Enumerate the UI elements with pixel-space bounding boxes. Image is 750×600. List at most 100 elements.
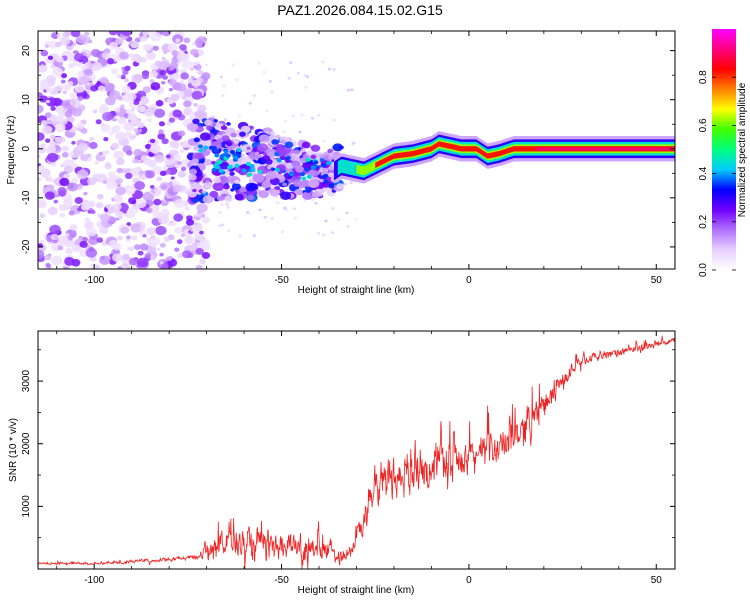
heatmap-cell: [60, 79, 66, 84]
heatmap-cell: [49, 134, 56, 140]
heatmap-cell: [275, 168, 281, 173]
heatmap-cell: [96, 172, 107, 182]
colorbar-gradient: [712, 29, 736, 270]
heatmap-cell: [343, 182, 348, 186]
heatmap-cell: [159, 69, 167, 76]
heatmap-cell: [181, 59, 193, 70]
heatmap-cell: [313, 160, 319, 165]
heatmap-cell: [54, 136, 62, 143]
heatmap-cell: [328, 172, 335, 178]
heatmap-cell: [131, 235, 138, 241]
heatmap-cell: [225, 202, 229, 206]
heatmap-cell: [61, 145, 70, 152]
heatmap-cell: [50, 233, 59, 241]
heatmap-cell: [237, 114, 242, 118]
heatmap-cell: [175, 38, 181, 43]
heatmap-cell: [236, 147, 242, 152]
heatmap-cell: [99, 76, 108, 84]
heatmap-cell: [291, 114, 295, 118]
heatmap-cell: [114, 107, 121, 113]
heatmap-cell: [199, 238, 210, 248]
heatmap-cell: [122, 253, 130, 260]
heatmap-cell: [81, 48, 86, 53]
heatmap-cell: [171, 50, 179, 57]
heatmap-cell: [298, 130, 302, 134]
heatmap-cell: [113, 194, 123, 203]
heatmap-cell: [121, 85, 131, 94]
heatmap-cell: [180, 233, 186, 238]
heatmap-cell: [295, 165, 305, 173]
heatmap-cell: [85, 248, 98, 258]
heatmap-cell: [111, 126, 119, 133]
heatmap-cell: [154, 108, 166, 118]
heatmap-cell: [230, 132, 237, 138]
heatmap-cell: [155, 225, 167, 236]
heatmap-cell: [170, 93, 180, 102]
heatmap-cell: [252, 234, 256, 238]
heatmap-cell: [67, 56, 74, 62]
heatmap-cell: [95, 202, 104, 209]
heatmap-cell: [215, 165, 221, 170]
heatmap-cell: [200, 213, 206, 218]
heatmap-cell: [245, 182, 257, 192]
heatmap-cell: [193, 102, 198, 107]
heatmap-cell: [203, 145, 209, 150]
heatmap-cell: [292, 207, 296, 211]
heatmap-cell: [226, 205, 230, 209]
heatmap-cell: [304, 186, 310, 191]
heatmap-cell: [125, 235, 131, 240]
heatmap-cell: [203, 181, 213, 189]
heatmap-cell: [40, 143, 46, 148]
heatmap-cell: [223, 184, 230, 190]
heatmap-cell: [304, 85, 308, 89]
heatmap-cell: [38, 177, 42, 182]
heatmap-cell: [65, 247, 73, 255]
heatmap-cell: [146, 117, 153, 123]
heatmap-cell: [221, 135, 230, 142]
heatmap-cell: [170, 221, 177, 227]
heatmap-cell: [331, 206, 335, 210]
heatmap-cell: [221, 94, 225, 97]
heatmap-cell: [141, 73, 150, 80]
heatmap-cell: [160, 208, 170, 217]
heatmap-cell: [177, 252, 184, 259]
heatmap-cell: [166, 154, 171, 159]
heatmap-cell: [154, 60, 163, 67]
heatmap-cell: [159, 261, 164, 265]
heatmap-cell: [123, 121, 135, 131]
heatmap-cell: [110, 175, 117, 181]
heatmap-cell: [51, 162, 57, 167]
heatmap-cell: [46, 144, 57, 154]
heatmap-cell: [132, 158, 139, 164]
heatmap-cell: [317, 188, 322, 192]
heatmap-cell: [171, 56, 179, 64]
heatmap-cell: [133, 244, 141, 250]
heatmap-cell: [195, 152, 204, 160]
heatmap-cell: [225, 153, 231, 158]
heatmap-cell: [252, 94, 256, 97]
heatmap-cell: [222, 84, 226, 88]
snr-panel: -100 -50 0 50 1000 2000 3000 Height of straigh…: [8, 330, 676, 596]
heatmap-cell: [191, 90, 203, 100]
heatmap-cell: [274, 185, 281, 191]
heatmap-cell: [106, 57, 115, 65]
heatmap-cell: [176, 83, 187, 92]
heatmap-cell: [195, 176, 201, 181]
heatmap-cell: [166, 121, 172, 126]
heatmap-cell: [321, 174, 327, 179]
heatmap-cell: [40, 50, 49, 57]
heatmap-cell: [231, 63, 235, 67]
heatmap-cell: [173, 213, 184, 222]
spectrogram-heatmap: [38, 31, 675, 269]
heatmap-cell: [268, 79, 272, 83]
heatmap-cell: [137, 250, 144, 256]
heatmap-cell: [59, 177, 70, 187]
heatmap-cell: [234, 193, 244, 201]
heatmap-cell: [38, 104, 44, 114]
heatmap-cell: [192, 118, 200, 125]
heatmap-cell: [131, 73, 143, 84]
y-tick-label: 2000: [21, 432, 32, 455]
heatmap-cell: [56, 34, 62, 38]
